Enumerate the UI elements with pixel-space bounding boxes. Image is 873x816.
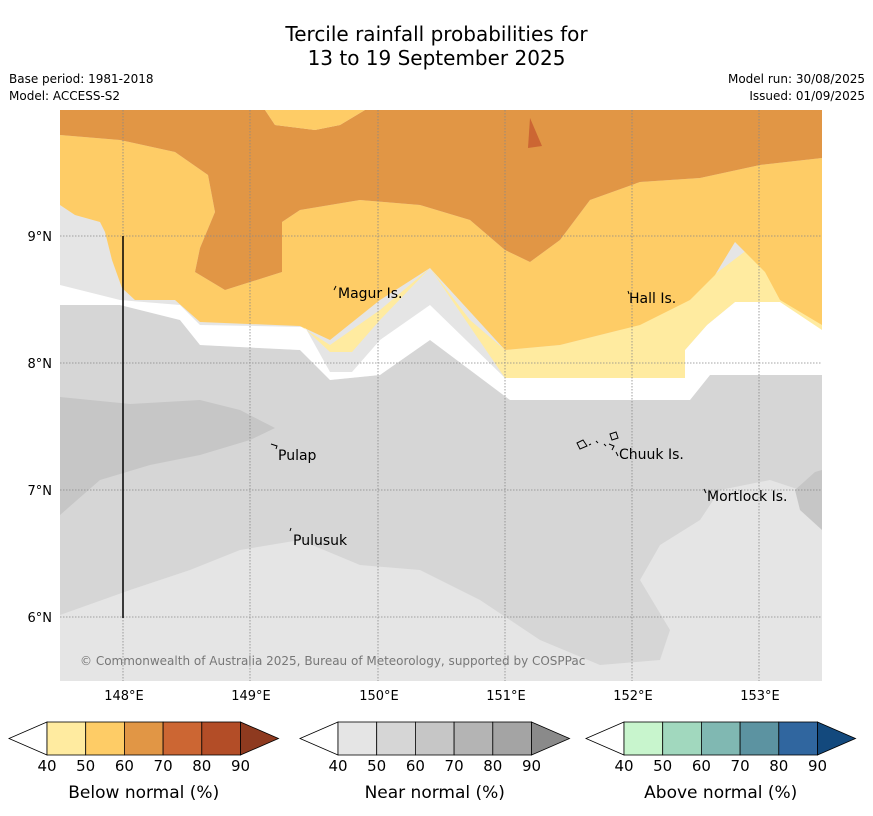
colorbar-low-triangle bbox=[7, 721, 48, 756]
colorbar-segment bbox=[162, 721, 203, 756]
colorbar-tick-label: 50 bbox=[76, 757, 95, 775]
place-pulusuk: Pulusuk bbox=[293, 533, 348, 549]
lon-label-152e: 152°E bbox=[613, 689, 653, 704]
colorbar-tick-label: 60 bbox=[692, 757, 711, 775]
lon-label-149e: 149°E bbox=[231, 689, 271, 704]
colorbar-low-triangle bbox=[298, 721, 339, 756]
colorbar-legends: 40 50 60 70 80 90 Below normal (%) 40 50 60 70 80 90… bbox=[7, 721, 857, 803]
island-markers bbox=[270, 285, 707, 532]
colorbar-tick-label: 70 bbox=[154, 757, 173, 775]
place-mortlock: Mortlock Is. bbox=[707, 489, 787, 505]
issued-date: Issued: 01/09/2025 bbox=[749, 89, 865, 103]
colorbar-segment bbox=[739, 721, 780, 756]
lon-label-148e: 148°E bbox=[104, 689, 144, 704]
colorbar-segment bbox=[701, 721, 741, 756]
place-pulap: Pulap bbox=[278, 448, 317, 464]
title-line-2: 13 to 19 September 2025 bbox=[307, 46, 566, 70]
colorbar-low-triangle bbox=[584, 721, 625, 756]
model-run: Model run: 30/08/2025 bbox=[727, 72, 865, 86]
colorbar-tick-label: 40 bbox=[37, 757, 56, 775]
place-chuuk: Chuuk Is. bbox=[619, 447, 684, 463]
colorbar-segment bbox=[623, 721, 664, 756]
place-labels: Magur Is. Hall Is. Pulap Chuuk Is. Mortl… bbox=[278, 286, 787, 549]
colorbar-segment bbox=[453, 721, 494, 756]
colorbar-segment bbox=[492, 721, 532, 756]
lon-label-151e: 151°E bbox=[486, 689, 526, 704]
map-title: Tercile rainfall probabilities for 13 to… bbox=[0, 22, 873, 70]
colorbar-segment bbox=[85, 721, 125, 756]
below-normal-60-region bbox=[60, 135, 822, 350]
place-hall: Hall Is. bbox=[629, 291, 676, 307]
near-normal-60-region bbox=[60, 397, 275, 515]
lon-label-153e: 153°E bbox=[740, 689, 780, 704]
colorbar-high-triangle bbox=[817, 721, 857, 756]
colorbar-tick-label: 90 bbox=[808, 757, 827, 775]
title-line-1: Tercile rainfall probabilities for bbox=[285, 22, 588, 46]
below-normal-70-region bbox=[60, 110, 822, 290]
colorbar-tick-label: 90 bbox=[522, 757, 541, 775]
colorbar-segment bbox=[46, 721, 87, 756]
colorbar-near: 40 50 60 70 80 90 Near normal (%) bbox=[298, 721, 571, 803]
pulap-island-shape bbox=[270, 443, 278, 450]
colorbar-title: Below normal (%) bbox=[68, 783, 219, 803]
place-magur: Magur Is. bbox=[338, 286, 403, 302]
colorbar-high-triangle bbox=[240, 721, 280, 756]
colorbar-segment bbox=[414, 721, 455, 756]
colorbar-tick-label: 80 bbox=[192, 757, 211, 775]
colorbar-tick-label: 50 bbox=[653, 757, 672, 775]
copyright-notice: © Commonwealth of Australia 2025, Bureau… bbox=[80, 654, 585, 668]
colorbar-tick-label: 90 bbox=[231, 757, 250, 775]
colorbar-title: Near normal (%) bbox=[365, 783, 505, 803]
colorbar-tick-label: 60 bbox=[115, 757, 134, 775]
near-normal-60-region-east bbox=[795, 470, 822, 530]
longitude-labels: 148°E 149°E 150°E 151°E 152°E 153°E bbox=[104, 689, 780, 704]
colorbar-segment bbox=[662, 721, 702, 756]
latitude-labels: 9°N 8°N 7°N 6°N bbox=[28, 230, 53, 626]
colorbar-tick-label: 70 bbox=[731, 757, 750, 775]
chuuk-lagoon-shape bbox=[576, 431, 619, 457]
colorbar-tick-label: 80 bbox=[769, 757, 788, 775]
lat-label-6n: 6°N bbox=[28, 611, 53, 626]
meta-left: Base period: 1981-2018 Model: ACCESS-S2 bbox=[9, 71, 154, 105]
colorbar-tick-label: 40 bbox=[328, 757, 347, 775]
colorbar-segment bbox=[124, 721, 164, 756]
colorbar-segment bbox=[201, 721, 241, 756]
below-normal-60-top-patch bbox=[265, 110, 365, 130]
colorbar-above: 40 50 60 70 80 90 Above normal (%) bbox=[584, 721, 857, 803]
below-normal-80-patch bbox=[528, 118, 542, 148]
colorbar-high-triangle bbox=[531, 721, 571, 756]
colorbar-tick-label: 60 bbox=[406, 757, 425, 775]
lat-label-9n: 9°N bbox=[28, 230, 53, 245]
colorbar-tick-label: 50 bbox=[367, 757, 386, 775]
below-normal-boundary-gap bbox=[60, 285, 822, 400]
map-field bbox=[60, 110, 822, 681]
colorbar-below: 40 50 60 70 80 90 Below normal (%) bbox=[7, 721, 280, 803]
lat-label-7n: 7°N bbox=[28, 484, 53, 499]
colorbar-segment bbox=[337, 721, 378, 756]
colorbar-tick-label: 70 bbox=[445, 757, 464, 775]
mortlock-island-shape bbox=[703, 488, 707, 494]
colorbar-tick-label: 40 bbox=[614, 757, 633, 775]
near-normal-50-region bbox=[60, 305, 822, 665]
colorbar-tick-label: 80 bbox=[483, 757, 502, 775]
model-name: Model: ACCESS-S2 bbox=[9, 89, 121, 103]
colorbar-title: Above normal (%) bbox=[644, 783, 797, 803]
colorbar-segment bbox=[376, 721, 416, 756]
below-normal-50-region bbox=[60, 205, 822, 378]
magur-island-shape bbox=[333, 285, 337, 291]
lon-label-150e: 150°E bbox=[359, 689, 399, 704]
meta-right: Model run: 30/08/2025 Issued: 01/09/2025 bbox=[728, 71, 865, 105]
lat-label-8n: 8°N bbox=[28, 357, 53, 372]
pulusuk-island-shape bbox=[289, 527, 292, 532]
colorbar-segment bbox=[778, 721, 818, 756]
hall-island-shape bbox=[627, 290, 630, 295]
base-period: Base period: 1981-2018 bbox=[9, 72, 154, 86]
